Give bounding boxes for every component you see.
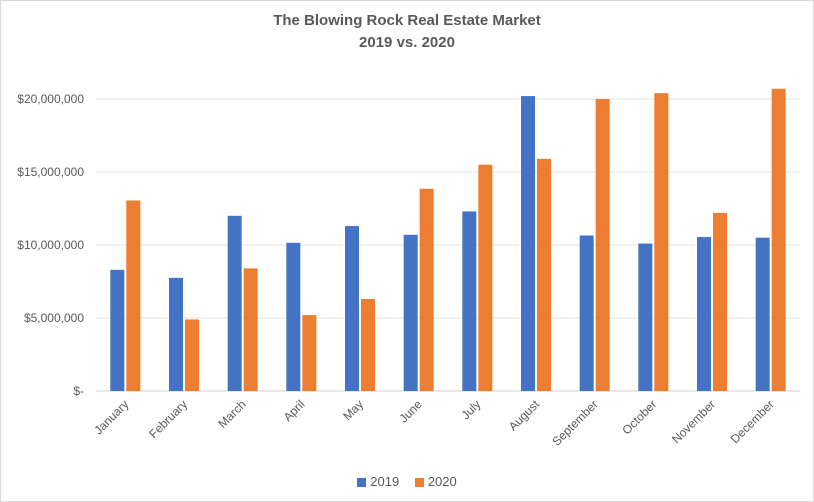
- bar-2020-august: [537, 158, 551, 391]
- x-tick-label: September: [549, 397, 600, 448]
- y-tick-label: $20,000,000: [17, 92, 84, 106]
- chart-title: The Blowing Rock Real Estate Market: [273, 12, 541, 29]
- chart-subtitle: 2019 vs. 2020: [359, 34, 455, 51]
- x-tick-label: October: [619, 397, 659, 437]
- bar-2020-july: [478, 164, 493, 391]
- bar-2019-october: [638, 243, 653, 391]
- x-tick-label: January: [91, 397, 131, 437]
- bar-2020-april: [302, 315, 317, 391]
- x-tick-label: July: [458, 397, 483, 422]
- bar-2019-april: [286, 242, 301, 391]
- bar-2020-may: [361, 299, 375, 391]
- bar-2019-july: [462, 211, 477, 391]
- legend-swatch-2019: [357, 478, 367, 488]
- bar-2020-february: [185, 319, 199, 391]
- y-tick-label: $5,000,000: [24, 311, 84, 325]
- bar-2020-march: [243, 268, 258, 391]
- x-tick-label: May: [340, 397, 366, 423]
- bar-2019-january: [110, 269, 125, 391]
- x-tick-label: November: [669, 397, 718, 446]
- x-tick-label: August: [506, 397, 543, 434]
- y-tick-label: $10,000,000: [17, 238, 84, 252]
- bar-2019-september: [579, 235, 594, 391]
- bar-2019-november: [697, 236, 711, 391]
- x-tick-label: April: [281, 397, 308, 424]
- bar-2019-december: [755, 237, 770, 391]
- legend: 2019 2020: [0, 474, 814, 489]
- bar-2019-february: [169, 277, 183, 391]
- bar-2020-december: [771, 88, 786, 391]
- y-tick-label: $-: [73, 384, 84, 398]
- bar-2020-october: [654, 93, 669, 391]
- x-tick-label: June: [396, 397, 425, 426]
- bar-2020-november: [713, 212, 727, 391]
- bar-2020-january: [126, 200, 141, 391]
- legend-label-2019: 2019: [370, 474, 400, 489]
- legend-swatch-2020: [414, 478, 424, 488]
- bar-2019-august: [521, 96, 535, 391]
- bar-2019-may: [345, 226, 359, 391]
- bar-2019-march: [227, 215, 242, 391]
- chart-title-block: The Blowing Rock Real Estate Market 2019…: [0, 10, 814, 54]
- legend-item-2020: 2020: [414, 474, 457, 489]
- legend-label-2020: 2020: [427, 474, 457, 489]
- bar-2020-september: [595, 99, 610, 391]
- x-tick-label: March: [215, 397, 248, 430]
- bar-2019-june: [403, 234, 418, 391]
- x-tick-label: December: [728, 397, 777, 446]
- bar-2020-june: [419, 188, 434, 391]
- y-tick-label: $15,000,000: [17, 165, 84, 179]
- x-tick-label: February: [146, 397, 190, 441]
- legend-item-2019: 2019: [357, 474, 399, 489]
